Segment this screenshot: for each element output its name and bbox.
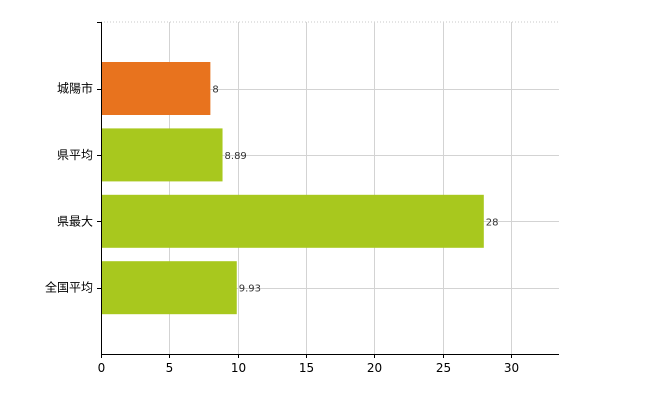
value-label-1: 8.89 bbox=[225, 151, 247, 162]
x-tick-label-25: 25 bbox=[436, 361, 451, 375]
bar-0 bbox=[101, 62, 211, 115]
bar-1 bbox=[101, 128, 223, 182]
x-tick-label-0: 0 bbox=[98, 361, 106, 375]
x-tick-label-10: 10 bbox=[231, 361, 246, 375]
value-label-3: 9.93 bbox=[239, 284, 261, 295]
axes bbox=[97, 22, 559, 358]
category-label-2: 県最大 bbox=[57, 214, 93, 228]
bar-2 bbox=[101, 194, 484, 248]
x-tick-labels: 0 5 10 15 20 25 30 bbox=[98, 361, 519, 375]
category-label-3: 全国平均 bbox=[45, 280, 93, 295]
x-tick-label-15: 15 bbox=[299, 361, 314, 375]
bars bbox=[101, 62, 484, 315]
x-tick-label-20: 20 bbox=[367, 361, 382, 375]
category-label-1: 県平均 bbox=[57, 148, 93, 162]
x-tick-label-30: 30 bbox=[504, 361, 519, 375]
value-labels: 8 8.89 28 9.93 bbox=[212, 85, 498, 295]
value-label-0: 8 bbox=[212, 85, 218, 96]
value-label-2: 28 bbox=[486, 217, 499, 228]
x-tick-label-5: 5 bbox=[166, 361, 174, 375]
category-label-0: 城陽市 bbox=[57, 81, 93, 96]
bar-3 bbox=[101, 261, 237, 315]
